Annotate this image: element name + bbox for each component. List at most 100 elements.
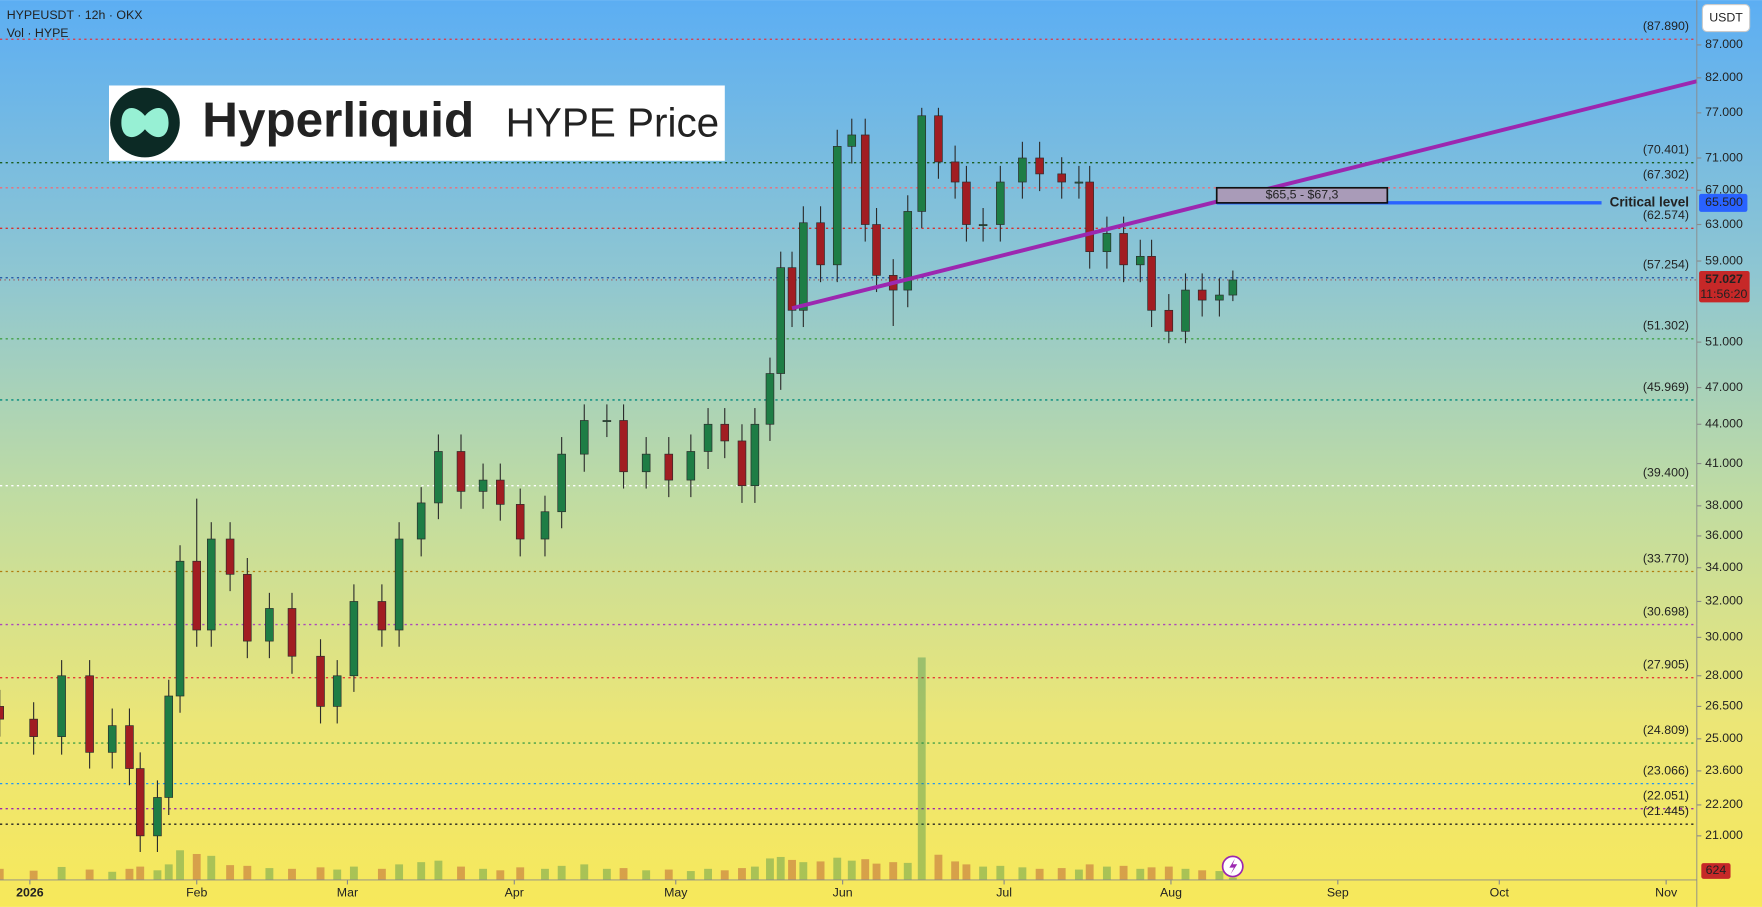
- volume-bar: [395, 864, 404, 880]
- volumes: [0, 657, 1237, 880]
- candle-body: [602, 420, 612, 422]
- volume-bar: [889, 862, 898, 880]
- candle-body: [1215, 294, 1224, 301]
- volume-tag-box: [1701, 863, 1731, 879]
- volume-bar: [1102, 866, 1111, 880]
- candle-body: [206, 538, 216, 631]
- volume-bar: [153, 870, 162, 880]
- candle-body: [557, 453, 566, 513]
- candle-body: [799, 222, 808, 311]
- logo-banner: Hyperliquid HYPE Price: [109, 85, 725, 161]
- y-tick-label: 63.000: [1705, 217, 1743, 231]
- candle-body: [934, 115, 943, 163]
- candle-body: [85, 675, 94, 753]
- volume-bar: [85, 869, 94, 880]
- candle-body: [164, 695, 174, 798]
- y-tick-label: 36.000: [1705, 528, 1743, 542]
- volume-bar: [872, 863, 881, 880]
- volume-bar: [316, 867, 325, 880]
- volume-bar: [1215, 871, 1224, 880]
- critical-label: Critical level: [1610, 194, 1689, 209]
- y-tick-label: 26.500: [1705, 699, 1743, 713]
- volume-bar: [861, 859, 870, 880]
- y-tick-label: 41.000: [1705, 456, 1743, 470]
- volume-bar: [457, 866, 465, 880]
- countdown: 11:56:20: [1700, 287, 1747, 301]
- candle-body: [29, 718, 38, 737]
- candle-body: [57, 675, 66, 737]
- candle-body: [515, 504, 525, 540]
- volume-bar: [265, 868, 274, 880]
- alert-icon-bolt[interactable]: [1229, 858, 1238, 875]
- y-tick-label: 44.000: [1705, 417, 1743, 431]
- x-tick-label: 2026: [16, 886, 44, 900]
- y-tick-label: 30.000: [1705, 630, 1743, 644]
- volume-bar: [580, 864, 589, 880]
- candle-body: [1102, 233, 1112, 253]
- candle-body: [1136, 255, 1145, 266]
- y-tick-label: 59.000: [1705, 253, 1743, 267]
- candle-body: [1197, 289, 1207, 301]
- zone-box: [1215, 186, 1389, 204]
- volume-bar: [226, 865, 235, 880]
- alert-icon[interactable]: [1221, 855, 1244, 878]
- volume-bar: [704, 868, 712, 880]
- level-label: (39.400): [1643, 466, 1689, 480]
- volume-bar: [516, 867, 525, 880]
- candle-body: [1085, 181, 1094, 253]
- candle-body: [664, 453, 674, 481]
- candle-body: [349, 601, 359, 677]
- level-label: (62.574): [1643, 208, 1689, 222]
- candle-body: [917, 115, 927, 212]
- y-tick-label: 21.000: [1705, 828, 1743, 842]
- volume-bar: [1198, 870, 1207, 880]
- candle-body: [872, 224, 881, 276]
- x-tick-label: Oct: [1490, 886, 1510, 900]
- candle-body: [1074, 181, 1084, 184]
- candle-body: [1164, 309, 1174, 332]
- volume-bar: [541, 868, 549, 880]
- volume-bar: [1147, 867, 1156, 880]
- y-tick-label: 23.600: [1705, 763, 1743, 777]
- currency-button-box[interactable]: [1701, 4, 1751, 33]
- volume-bar: [833, 857, 842, 880]
- volume-bar: [57, 866, 66, 880]
- volume-bar: [243, 865, 252, 880]
- candle-body: [579, 420, 589, 455]
- volume-bar: [799, 862, 808, 880]
- x-tick-label: Feb: [186, 886, 207, 900]
- volume-bar: [136, 866, 145, 880]
- candle-body: [1181, 289, 1190, 332]
- candle-body: [135, 768, 145, 837]
- candle-body: [950, 161, 960, 183]
- volume-bar: [1035, 868, 1044, 880]
- volume-bar: [108, 871, 117, 880]
- y-tick-label: 47.000: [1705, 380, 1743, 394]
- volume-bar: [125, 868, 134, 880]
- currency-button[interactable]: USDT: [1701, 4, 1751, 33]
- critical-tag: 65.500: [1705, 195, 1743, 209]
- volume-bar: [192, 853, 201, 880]
- volume-bar: [951, 861, 960, 880]
- volume-bar: [479, 868, 488, 880]
- level-label: (70.401): [1643, 143, 1689, 157]
- candle-body: [978, 224, 988, 226]
- level-label: (22.051): [1643, 789, 1689, 803]
- candle-body: [416, 502, 426, 540]
- x-tick-label: Mar: [337, 886, 358, 900]
- volume-tag: 624: [1706, 863, 1727, 877]
- volume-bar: [207, 855, 216, 880]
- y-tick-label: 38.000: [1705, 498, 1743, 512]
- level-label: (33.770): [1643, 551, 1689, 565]
- volume-bar: [816, 861, 825, 880]
- currency-label[interactable]: USDT: [1709, 10, 1743, 24]
- candle-body: [394, 538, 404, 631]
- volume-bar: [0, 868, 4, 880]
- volume-bar: [557, 865, 566, 880]
- last-price: 57.027: [1705, 272, 1743, 286]
- volume-bar: [1057, 868, 1066, 880]
- volume-bar: [642, 870, 651, 880]
- volume-bar: [602, 868, 611, 880]
- volume-bar: [934, 854, 943, 880]
- candle-body: [496, 479, 505, 505]
